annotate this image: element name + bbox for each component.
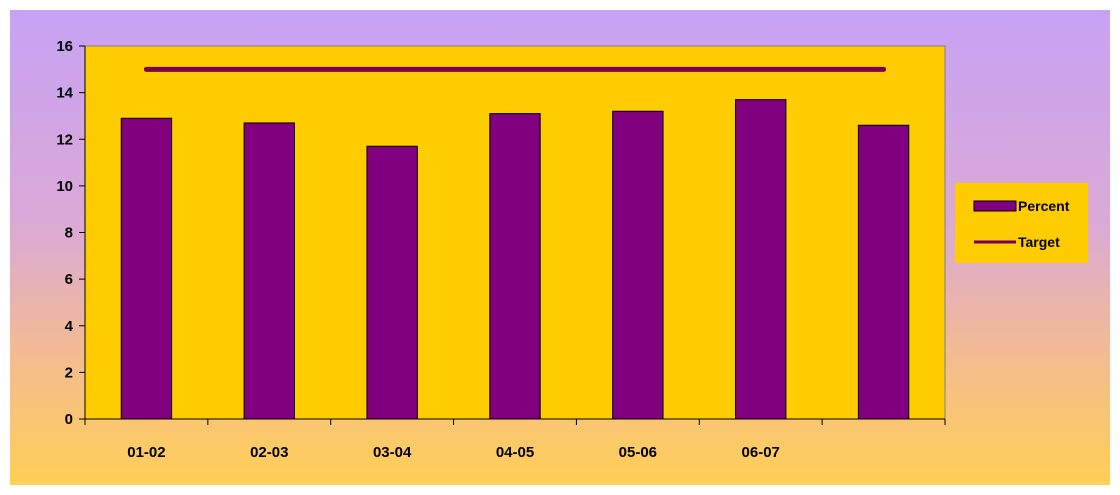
y-tick-label: 8 [65,225,73,242]
x-tick-label: 03-04 [373,444,412,461]
y-tick-label: 6 [65,271,73,288]
bar [735,99,787,420]
legend: Percent Target [955,183,1088,263]
x-tick-label: 02-03 [250,444,288,461]
bar [489,113,541,420]
y-tick-label: 10 [56,178,73,195]
bar [243,122,295,420]
x-tick-label: 04-05 [496,444,534,461]
legend-box [955,183,1088,263]
chart-area: 0 2 4 6 8 10 12 14 16 01-02 02-03 03-04 04-05 05-06 0… [10,10,1110,485]
y-tick-label: 16 [56,38,73,55]
x-tick-label: 01-02 [127,444,165,461]
bar [857,124,910,420]
legend-label-target: Target [1018,234,1060,250]
y-tick-label: 0 [65,411,73,428]
legend-label-percent: Percent [1018,198,1070,214]
y-tick-label: 12 [56,131,73,148]
bar [366,145,418,420]
bar-series [120,99,910,420]
y-tick-label: 4 [65,318,74,335]
legend-swatch-percent [973,200,1017,212]
x-axis: 01-02 02-03 03-04 04-05 05-06 06-07 [84,418,946,461]
bar [120,117,173,420]
y-axis: 0 2 4 6 8 10 12 14 16 [56,38,86,428]
bar [612,110,664,420]
y-tick-label: 2 [65,364,73,381]
y-tick-label: 14 [56,85,73,102]
x-tick-label: 05-06 [619,444,657,461]
x-tick-label: 06-07 [742,444,780,461]
